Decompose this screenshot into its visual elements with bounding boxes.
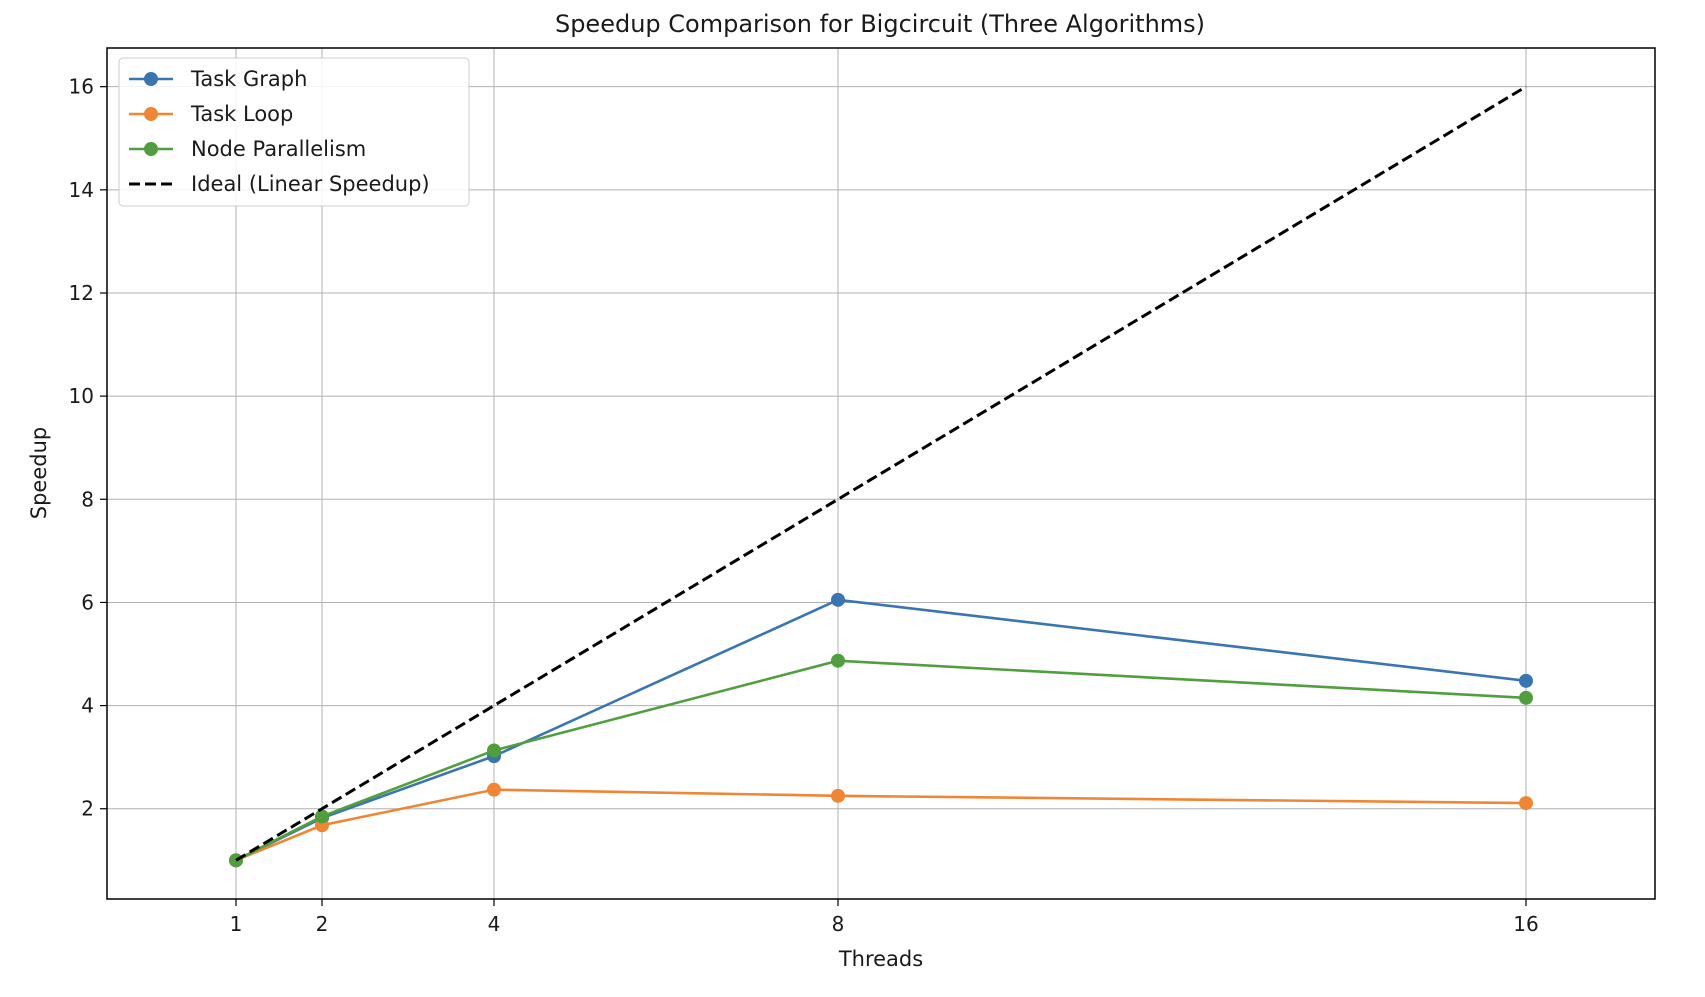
data-point xyxy=(831,788,845,803)
y-tick-label: 14 xyxy=(69,178,94,202)
legend-label: Task Loop xyxy=(190,102,293,126)
legend-swatch-marker xyxy=(144,142,158,156)
series-line xyxy=(235,598,1527,862)
series-ideal-linear-speedup xyxy=(235,85,1527,862)
legend-swatch-marker xyxy=(144,107,158,121)
y-tick-label: 8 xyxy=(81,487,94,511)
data-point xyxy=(831,592,845,607)
series-task-loop xyxy=(229,782,1533,868)
legend: Task Graph Task Loop Node Parallelism Ideal… xyxy=(118,57,470,207)
data-point xyxy=(487,782,501,797)
data-point xyxy=(831,653,845,668)
y-tick-label: 16 xyxy=(69,75,94,99)
legend-swatch-marker xyxy=(144,72,158,86)
x-tick-label: 8 xyxy=(832,912,845,936)
x-axis-label: Threads xyxy=(838,947,923,971)
legend-item: Task Loop xyxy=(129,102,293,126)
y-tick-label: 6 xyxy=(81,590,94,614)
data-point xyxy=(1519,690,1533,705)
y-tick-label: 12 xyxy=(69,281,94,305)
series-line xyxy=(235,85,1527,862)
legend-label: Node Parallelism xyxy=(191,137,366,161)
data-series xyxy=(229,85,1533,868)
series-node-parallelism xyxy=(229,653,1533,868)
series-line xyxy=(235,659,1527,862)
data-point xyxy=(1519,673,1533,688)
y-tick-label: 10 xyxy=(69,384,94,408)
legend-item: Ideal (Linear Speedup) xyxy=(129,172,430,196)
legend-box xyxy=(118,57,470,207)
series-task-graph xyxy=(229,592,1533,868)
x-tick-label: 1 xyxy=(230,912,243,936)
data-point xyxy=(315,809,329,824)
y-tick-label: 4 xyxy=(81,694,94,718)
data-point xyxy=(487,743,501,758)
chart-title: Speedup Comparison for Bigcircuit (Three… xyxy=(555,10,1205,38)
x-tick-label: 2 xyxy=(316,912,329,936)
data-point xyxy=(1519,796,1533,811)
series-line xyxy=(235,788,1527,862)
legend-label: Ideal (Linear Speedup) xyxy=(191,172,430,196)
legend-item: Task Graph xyxy=(129,67,307,91)
x-tick-label: 16 xyxy=(1513,912,1538,936)
plot-frame xyxy=(106,47,1656,900)
y-tick-label: 2 xyxy=(81,797,94,821)
legend-label: Task Graph xyxy=(190,67,307,91)
y-axis-label: Speedup xyxy=(27,427,51,519)
legend-item: Node Parallelism xyxy=(129,137,366,161)
x-tick-label: 4 xyxy=(488,912,501,936)
